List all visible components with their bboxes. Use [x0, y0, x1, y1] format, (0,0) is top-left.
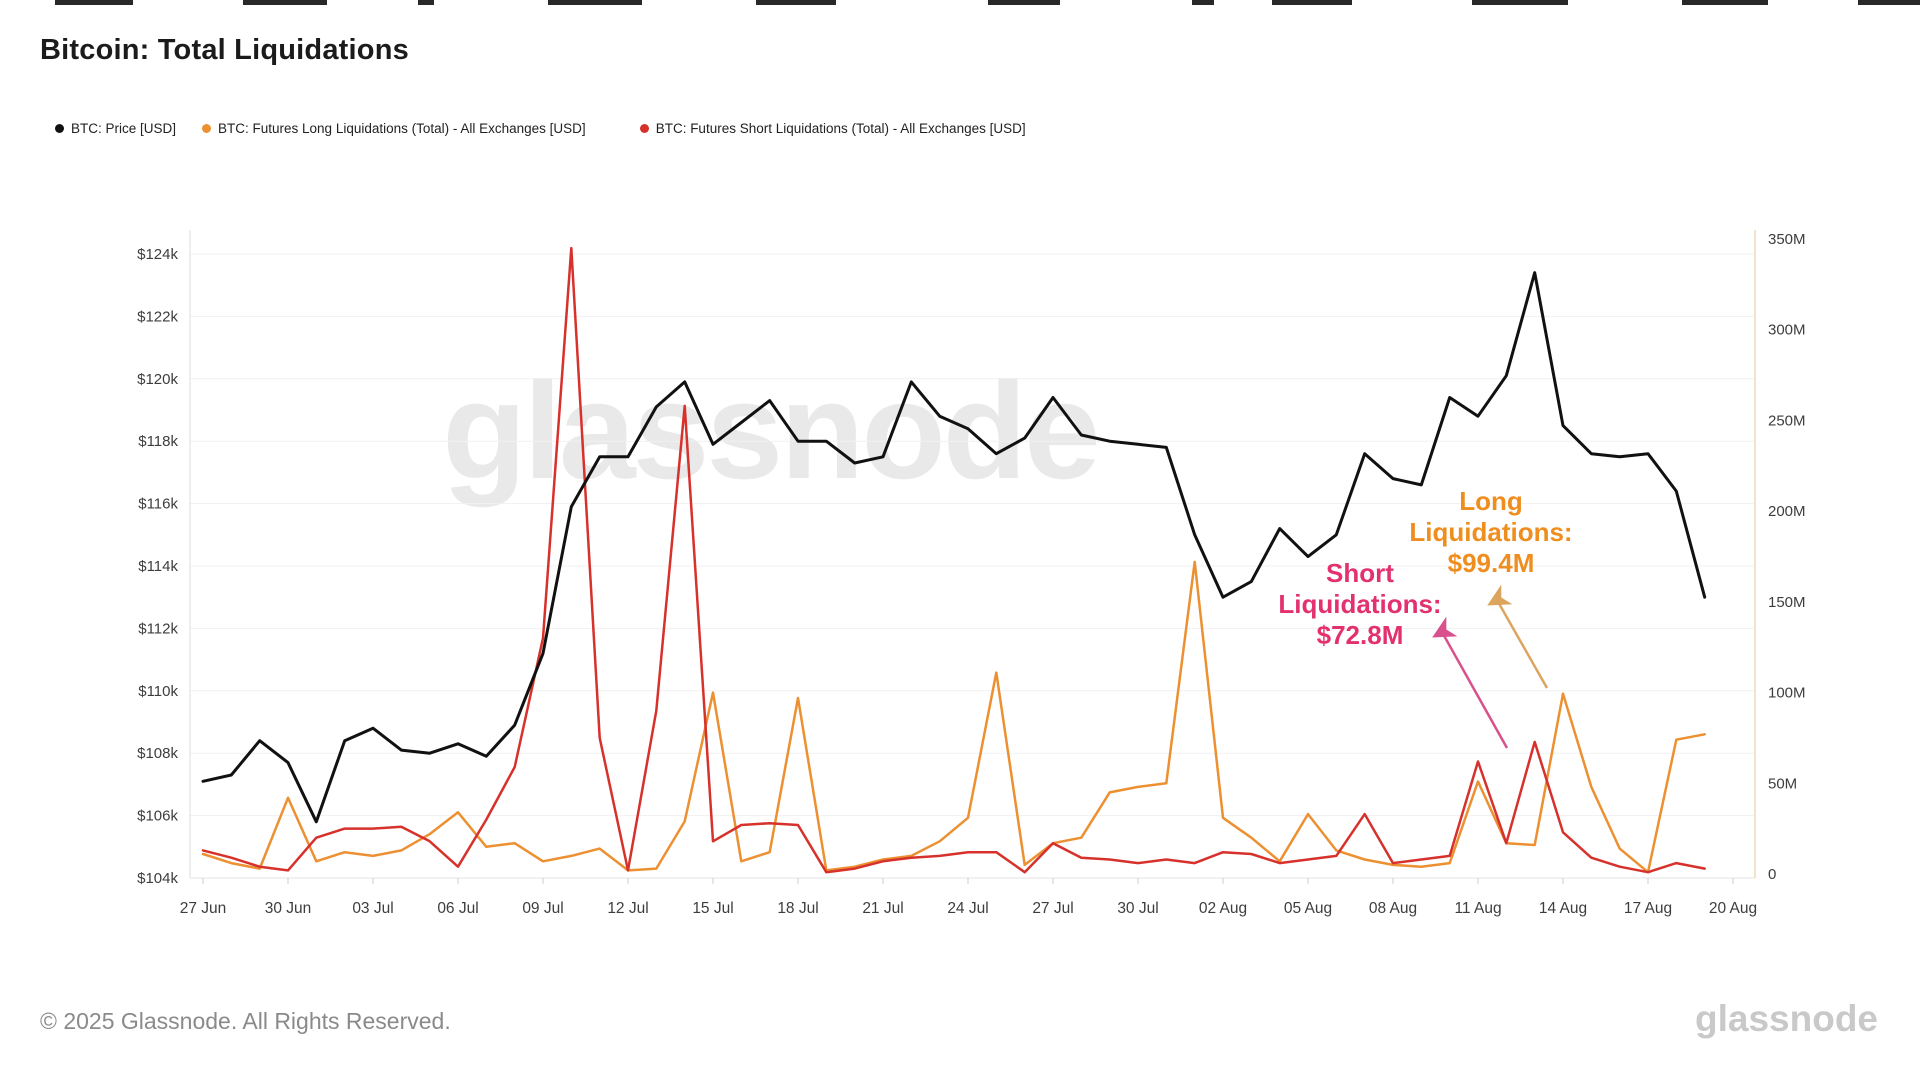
- long-liquidations-annotation: Long Liquidations: $99.4M: [1398, 486, 1584, 579]
- y-left-tick-label: $122k: [137, 308, 178, 325]
- y-left-tick-label: $104k: [137, 870, 178, 887]
- glassnode-watermark: glassnode: [442, 354, 1101, 508]
- x-tick-label: 27 Jul: [1032, 900, 1073, 917]
- x-tick-label: 03 Jul: [352, 900, 393, 917]
- y-left-tick-label: $112k: [138, 620, 178, 637]
- x-tick-label: 15 Jul: [692, 900, 733, 917]
- legend-item-price[interactable]: BTC: Price [USD]: [55, 121, 176, 136]
- y-right-tick-label: 200M: [1768, 503, 1806, 520]
- x-tick-label: 06 Jul: [437, 900, 478, 917]
- legend-label: BTC: Futures Short Liquidations (Total) …: [655, 121, 1026, 136]
- series-price: [201, 271, 1707, 824]
- y-left-tick-label: $114k: [138, 558, 178, 575]
- annotation-line: Liquidations:: [1278, 589, 1442, 619]
- x-tick-label: 30 Jun: [265, 900, 312, 917]
- annotation-line: Long: [1459, 486, 1523, 516]
- legend-item-long-liquidations[interactable]: BTC: Futures Long Liquidations (Total) -…: [202, 121, 586, 136]
- y-right-tick-label: 50M: [1768, 775, 1797, 792]
- y-right-tick-label: 150M: [1768, 594, 1806, 611]
- long-annotation-arrow: [1487, 584, 1549, 689]
- x-tick-label: 08 Aug: [1369, 900, 1417, 917]
- y-left-tick-label: $116k: [138, 496, 178, 513]
- x-tick-label: 18 Jul: [777, 900, 818, 917]
- long-liquidations-dot-icon: [202, 124, 212, 133]
- x-tick-label: 12 Jul: [607, 900, 648, 917]
- x-tick-label: 30 Jul: [1117, 900, 1158, 917]
- series-liquidations: [201, 560, 1706, 874]
- x-tick-label: 05 Aug: [1284, 900, 1332, 917]
- x-tick-label: 24 Jul: [947, 900, 988, 917]
- x-tick-label: 11 Aug: [1454, 900, 1501, 917]
- y-right-tick-label: 0: [1768, 866, 1776, 883]
- short-annotation-arrow: [1432, 616, 1509, 749]
- y-left-tick-label: $110k: [138, 683, 178, 700]
- legend-item-short-liquidations[interactable]: BTC: Futures Short Liquidations (Total) …: [639, 121, 1026, 136]
- chart-legend: BTC: Price [USD] BTC: Futures Long Liqui…: [55, 121, 1026, 136]
- y-left-tick-label: $120k: [137, 371, 178, 388]
- x-tick-label: 27 Jun: [180, 900, 227, 917]
- price-series-dot-icon: [55, 124, 64, 133]
- short-liquidations-annotation: Short Liquidations: $72.8M: [1267, 558, 1453, 651]
- y-left-tick-label: $124k: [137, 246, 178, 263]
- x-tick-label: 20 Aug: [1709, 900, 1757, 917]
- y-left-tick-label: $106k: [137, 808, 178, 825]
- annotation-line: Short: [1326, 558, 1394, 588]
- copyright-text: © 2025 Glassnode. All Rights Reserved.: [40, 1008, 451, 1034]
- annotation-value: $72.8M: [1316, 620, 1404, 650]
- x-tick-label: 17 Aug: [1624, 900, 1672, 917]
- x-tick-label: 14 Aug: [1539, 900, 1587, 917]
- annotation-value: $99.4M: [1447, 548, 1535, 578]
- y-right-tick-label: 250M: [1768, 412, 1806, 429]
- annotation-line: Liquidations:: [1409, 517, 1573, 547]
- x-tick-label: 09 Jul: [522, 900, 563, 917]
- page-title: Bitcoin: Total Liquidations: [40, 34, 409, 66]
- legend-label: BTC: Futures Long Liquidations (Total) -…: [218, 121, 586, 136]
- x-tick-label: 02 Aug: [1199, 900, 1247, 917]
- glassnode-logo: glassnode: [1695, 998, 1878, 1039]
- y-left-tick-label: $108k: [137, 745, 178, 762]
- short-liquidations-dot-icon: [639, 124, 649, 133]
- y-right-tick-label: 100M: [1768, 685, 1806, 702]
- y-right-tick-label: 350M: [1768, 231, 1806, 248]
- y-right-tick-label: 300M: [1768, 322, 1806, 339]
- x-tick-label: 21 Jul: [862, 900, 903, 917]
- series-liquidations: [201, 246, 1706, 874]
- y-left-tick-label: $118k: [138, 433, 178, 450]
- legend-label: BTC: Price [USD]: [71, 121, 177, 136]
